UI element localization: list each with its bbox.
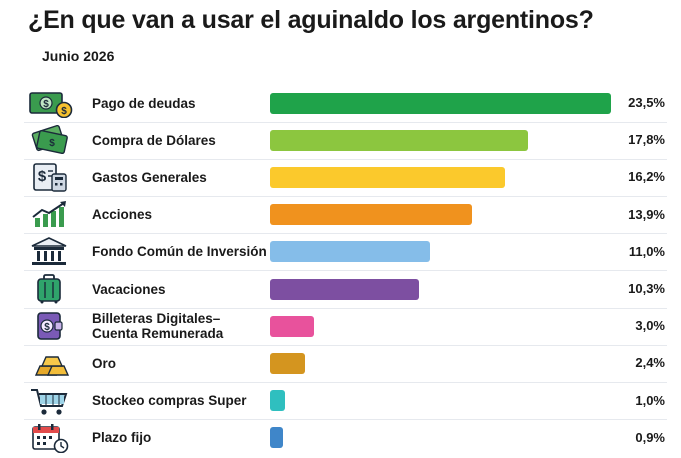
bank-building-icon <box>28 236 74 267</box>
value-label: 2,4% <box>635 355 665 371</box>
calculator-receipt-icon: $ <box>28 162 74 193</box>
suitcase-icon <box>28 274 74 304</box>
gold-bars-icon <box>28 348 74 378</box>
category-label: Vacaciones <box>92 281 166 297</box>
rising-chart-icon <box>28 200 74 230</box>
bar <box>270 241 430 263</box>
row-divider <box>24 382 667 383</box>
category-label: Gastos Generales <box>92 169 207 185</box>
value-label: 1,0% <box>635 392 665 408</box>
svg-text:$: $ <box>49 138 55 149</box>
value-label: 23,5% <box>628 95 665 110</box>
bar <box>270 315 314 337</box>
category-label: Stockeo compras Super <box>92 393 247 409</box>
value-label: 10,3% <box>628 281 665 296</box>
category-label: Acciones <box>92 207 153 223</box>
svg-text:$: $ <box>43 99 49 110</box>
bar <box>270 278 420 300</box>
chart-title: ¿En que van a usar el aguinaldo los arge… <box>28 6 594 34</box>
row-divider <box>24 344 667 346</box>
category-label: Compra de Dólares <box>92 132 216 148</box>
row-divider <box>24 419 667 421</box>
dollar-bills-icon: $ <box>28 125 74 155</box>
bar <box>270 129 529 151</box>
value-label: 11,0% <box>628 243 665 259</box>
category-label: Plazo fijo <box>92 430 152 446</box>
bar <box>270 204 472 226</box>
value-label: 3,0% <box>635 318 665 334</box>
value-label: 0,9% <box>635 429 665 445</box>
row-divider <box>24 233 667 235</box>
digital-wallet-icon: $ <box>28 311 74 341</box>
bar <box>270 390 285 412</box>
chart-subtitle: Junio 2026 <box>42 48 115 64</box>
bar <box>270 352 305 374</box>
category-label: Fondo Común de Inversión <box>92 244 267 260</box>
row-divider <box>24 158 667 160</box>
row-divider <box>24 121 667 123</box>
bar <box>270 166 506 188</box>
bar <box>270 427 284 449</box>
calendar-clock-icon <box>28 423 74 454</box>
svg-text:$: $ <box>61 106 67 117</box>
value-label: 13,9% <box>628 206 665 222</box>
category-label: Pago de deudas <box>92 95 196 111</box>
row-divider <box>24 307 667 309</box>
svg-text:$: $ <box>38 168 47 185</box>
value-label: 16,2% <box>628 169 665 185</box>
category-label: Billeteras Digitales– Cuenta Remunerada <box>92 311 224 342</box>
shopping-cart-icon <box>28 386 74 416</box>
row-divider <box>24 270 667 272</box>
category-label: Oro <box>92 355 117 371</box>
bar <box>270 92 611 114</box>
value-label: 17,8% <box>628 132 665 148</box>
svg-text:$: $ <box>44 322 50 333</box>
cash-coin-icon: $ $ <box>28 88 74 119</box>
row-divider <box>24 196 667 197</box>
